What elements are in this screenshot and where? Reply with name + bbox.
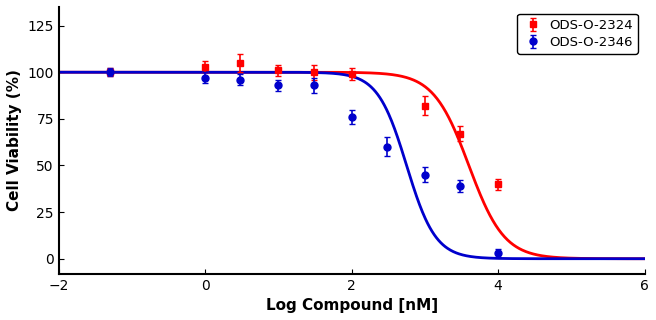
Y-axis label: Cell Viability (%): Cell Viability (%) (7, 69, 22, 211)
X-axis label: Log Compound [nM]: Log Compound [nM] (266, 298, 438, 313)
Legend: ODS-O-2324, ODS-O-2346: ODS-O-2324, ODS-O-2346 (518, 13, 638, 54)
